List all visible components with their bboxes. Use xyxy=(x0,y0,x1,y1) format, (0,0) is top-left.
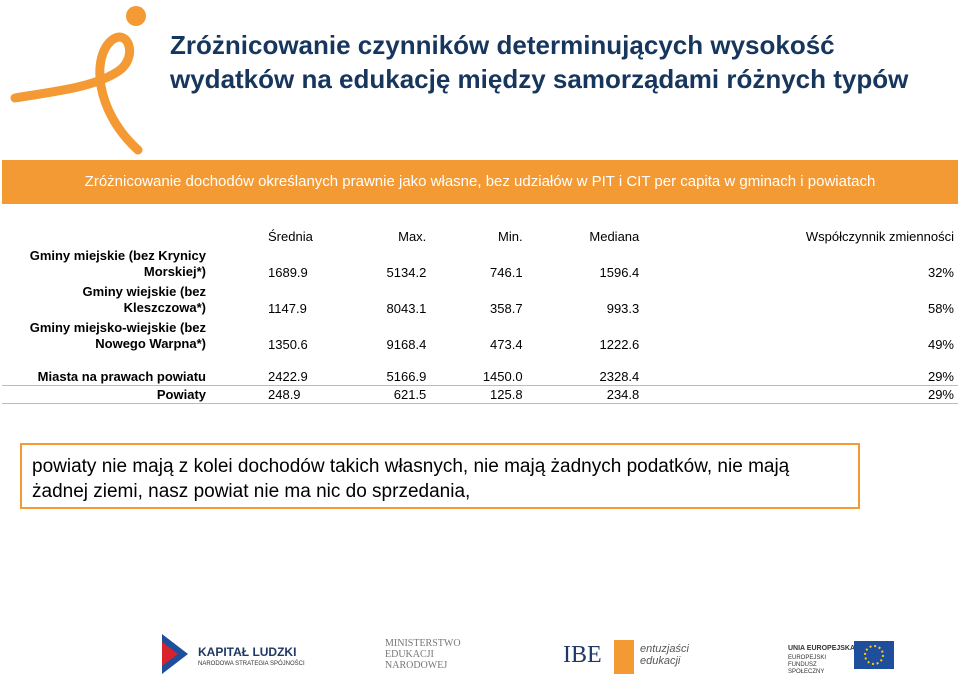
table-row: Gminy wiejskie (bez Kleszczowa*) 1147.9 80… xyxy=(2,281,958,317)
logo-box xyxy=(614,640,634,674)
table-cell: 1147.9 xyxy=(268,301,307,316)
table-cell: 49% xyxy=(927,337,954,352)
table-cell: 29% xyxy=(643,385,958,404)
header-cell: Średnia xyxy=(268,229,313,244)
data-table: Średnia Max. Min. Mediana Współczynnik zmien… xyxy=(2,207,958,404)
table-cell: 358.7 xyxy=(490,301,523,316)
logo-text: UNIA EUROPEJSKA xyxy=(788,645,856,652)
table-cell: 58% xyxy=(927,301,954,316)
table-cell: 621.5 xyxy=(334,385,431,404)
flag-icon xyxy=(162,634,188,674)
table-cell: 2422.9 xyxy=(210,353,334,386)
title: Zróżnicowanie czynników determinujących … xyxy=(170,30,909,94)
table-cell: 1689.9 xyxy=(268,265,308,280)
table-cell: Gminy miejsko-wiejskie (bez Nowego Warpn… xyxy=(29,320,206,351)
header-cell xyxy=(2,207,210,245)
header-cell: Max. xyxy=(398,229,427,244)
table-cell: 234.8 xyxy=(526,385,644,404)
table-cell: 2328.4 xyxy=(526,353,644,386)
table-cell: 1222.6 xyxy=(599,337,640,352)
eu-flag xyxy=(854,641,894,669)
table-cell: Gminy wiejskie (bez Kleszczowa*) xyxy=(82,284,206,315)
table-cell: Powiaty xyxy=(2,385,210,404)
logo-text: MINISTERSTWO EDUKACJI NARODOWEJ xyxy=(385,638,461,671)
logo-text: IBE xyxy=(563,642,602,668)
table-row: Miasta na prawach powiatu 2422.9 5166.9 145… xyxy=(2,353,958,386)
logo-mark xyxy=(10,6,146,155)
table-cell: 473.4 xyxy=(490,337,523,352)
logo-text: entuzjaści edukacji xyxy=(640,643,689,667)
table-row: Powiaty 248.9 621.5 125.8 234.8 29% xyxy=(2,385,958,404)
table-cell: 29% xyxy=(643,353,958,386)
table-cell: 32% xyxy=(927,265,954,280)
header-row: Średnia Max. Min. Mediana Współczynnik zmien… xyxy=(2,207,958,245)
note: powiaty nie mają z kolei dochodów takich… xyxy=(20,443,860,509)
header-cell: Współczynnik zmienności xyxy=(805,229,954,244)
header-cell: Min. xyxy=(498,229,523,244)
table-cell: 9168.4 xyxy=(386,337,427,352)
table-cell: 1450.0 xyxy=(430,353,527,386)
table-cell: 125.8 xyxy=(430,385,527,404)
table-cell: Gminy miejskie (bez Krynicy Morskiej*) xyxy=(29,248,206,279)
table-caption: Zróżnicowanie dochodów określanych prawn… xyxy=(2,160,958,204)
table-cell: 5134.2 xyxy=(386,265,427,280)
table-cell: 1350.6 xyxy=(268,337,308,352)
logo-text: KAPITAŁ LUDZKI xyxy=(198,645,297,659)
logo-text: EUROPEJSKI FUNDUSZ SPOŁECZNY xyxy=(788,655,827,675)
table-row: Gminy miejskie (bez Krynicy Morskiej*) 16… xyxy=(2,245,958,281)
table-row: Gminy miejsko-wiejskie (bez Nowego Warpn… xyxy=(2,317,958,353)
table-cell: 993.3 xyxy=(606,301,640,316)
table-cell: Miasta na prawach powiatu xyxy=(2,353,210,386)
table-cell: 8043.1 xyxy=(386,301,427,316)
header-cell: Mediana xyxy=(589,229,640,244)
table-cell: 248.9 xyxy=(210,385,334,404)
table-cell: 746.1 xyxy=(490,265,523,280)
logo-text: NARODOWA STRATEGIA SPÓJNOŚCI xyxy=(198,661,305,667)
table-cell: 5166.9 xyxy=(334,353,431,386)
table-cell: 1596.4 xyxy=(599,265,640,280)
